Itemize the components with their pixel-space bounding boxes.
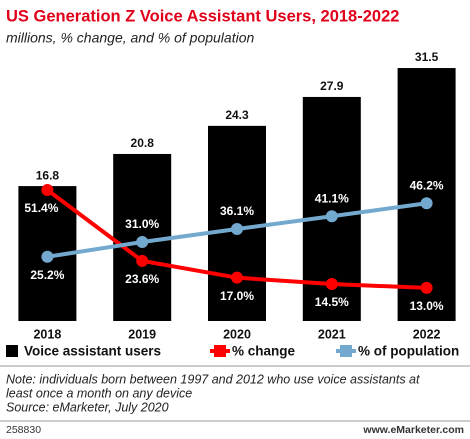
chart-subtitle: millions, % change, and % of population [6, 30, 254, 46]
point-label: 17.0% [220, 289, 254, 303]
bar-label: 24.3 [225, 108, 249, 122]
footer-source: www.eMarketer.com [362, 424, 464, 436]
point [41, 250, 54, 263]
x-tick-label: 2021 [318, 327, 346, 341]
point [231, 271, 243, 284]
footer-id: 258830 [6, 424, 41, 436]
x-tick-label: 2018 [33, 327, 61, 341]
point [231, 223, 243, 236]
point-label: 36.1% [220, 204, 254, 218]
x-tick-label: 2020 [223, 327, 251, 341]
point-label: 23.6% [125, 272, 159, 286]
note: Note: individuals born between 1997 and … [6, 372, 420, 386]
point-label: 51.4% [24, 201, 58, 215]
point-label: 13.0% [410, 299, 444, 313]
point [420, 197, 433, 210]
bar [397, 68, 456, 321]
point [136, 254, 149, 267]
bar-label: 31.5 [415, 50, 439, 64]
legend-swatch [214, 345, 226, 357]
legend-swatch [340, 345, 352, 357]
point [325, 210, 338, 223]
legend-label: Voice assistant users [24, 344, 161, 359]
point-label: 14.5% [315, 295, 349, 309]
x-tick-label: 2022 [413, 327, 441, 341]
note: Source: eMarketer, July 2020 [6, 400, 169, 414]
note: least once a month on any device [6, 386, 192, 400]
legend-swatch [6, 345, 18, 357]
point-label: 25.2% [30, 268, 64, 282]
chart-title: US Generation Z Voice Assistant Users, 2… [6, 7, 399, 25]
legend-label: % change [232, 344, 296, 359]
point [325, 278, 338, 291]
point [420, 281, 433, 294]
point-label: 31.0% [125, 217, 159, 231]
bar-label: 27.9 [320, 79, 344, 93]
point [136, 236, 149, 249]
point-label: 41.1% [315, 191, 349, 205]
point [41, 184, 54, 197]
bar-label: 20.8 [131, 136, 155, 150]
x-tick-label: 2019 [128, 327, 156, 341]
bar-label: 16.8 [36, 168, 60, 182]
point-label: 46.2% [410, 178, 444, 192]
legend-label: % of population [358, 344, 459, 359]
